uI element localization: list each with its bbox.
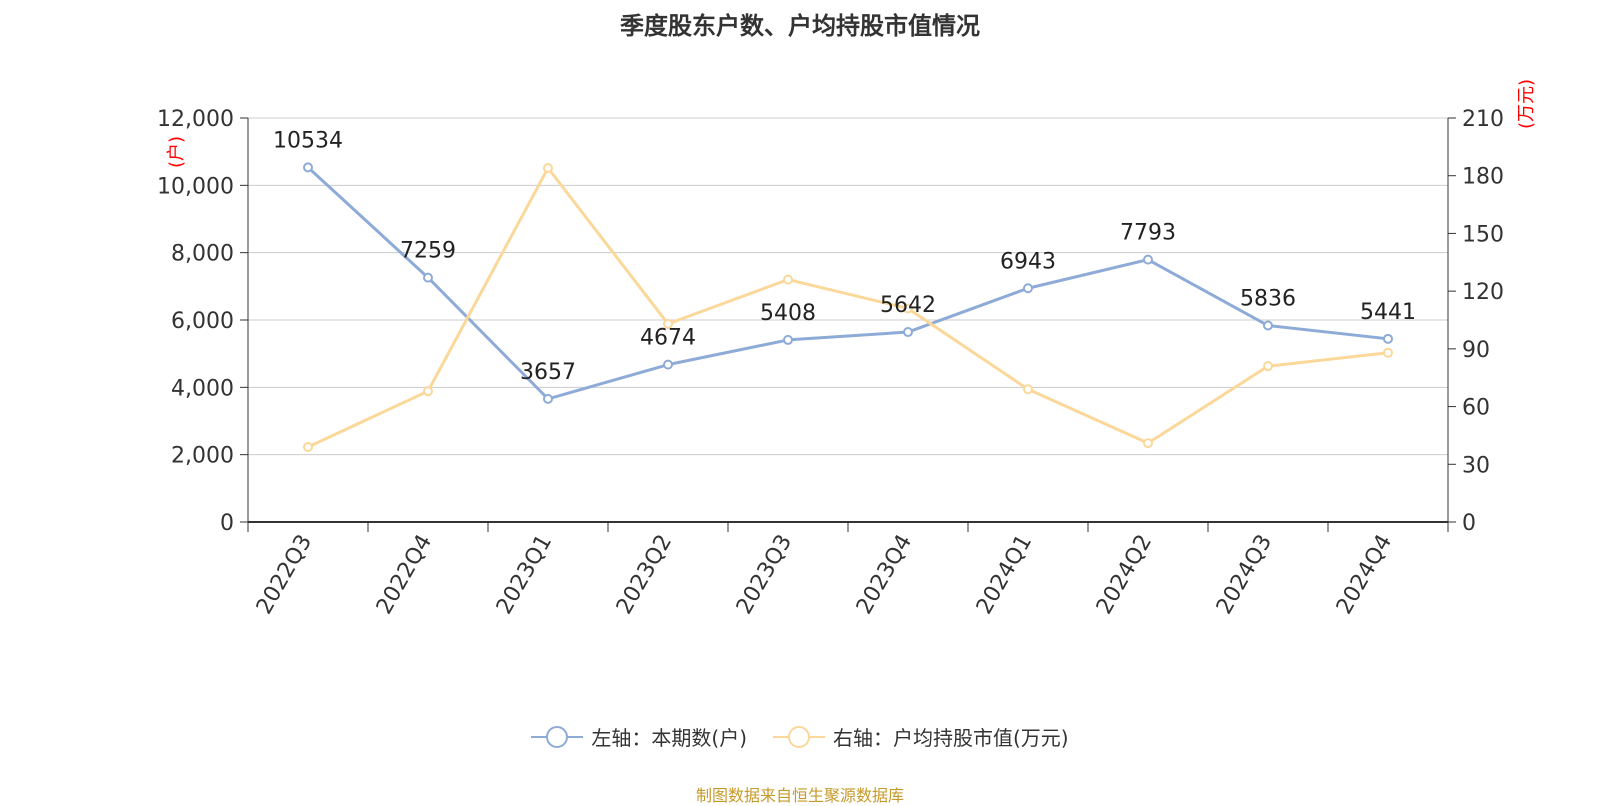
data-label-households: 5441 — [1360, 300, 1416, 325]
data-point-households — [543, 393, 553, 404]
x-axis-tick-label: 2024Q2 — [1092, 531, 1157, 619]
data-point-households — [1143, 254, 1153, 265]
series-line-households — [306, 166, 1389, 401]
data-point-avg-holding — [543, 163, 553, 174]
left-axis-tick-label: 2,000 — [171, 444, 234, 469]
series-line-avg-holding — [307, 166, 1389, 449]
data-point-avg-holding — [1023, 384, 1033, 395]
data-point-avg-holding — [783, 274, 793, 285]
right-axis-unit-label: (万元) — [1516, 79, 1537, 129]
data-label-households: 7793 — [1120, 221, 1176, 246]
data-point-households — [663, 359, 673, 370]
data-label-households: 6943 — [1000, 249, 1056, 274]
data-point-avg-holding — [903, 303, 913, 314]
left-axis-tick-label: 10,000 — [157, 174, 234, 199]
data-point-households — [303, 162, 313, 173]
legend: 左轴：本期数(户) 右轴：户均持股市值(万元) — [0, 722, 1600, 751]
data-label-households: 3657 — [520, 360, 576, 385]
left-axis-tick-label: 12,000 — [157, 107, 234, 132]
right-axis-tick-label: 210 — [1462, 107, 1504, 132]
right-axis-tick-label: 30 — [1462, 453, 1490, 478]
data-point-households — [783, 334, 793, 345]
x-axis-tick-label: 2022Q4 — [372, 531, 437, 619]
legend-line-circle-icon — [773, 725, 825, 748]
legend-item-avg-holding[interactable]: 右轴：户均持股市值(万元) — [773, 722, 1069, 751]
legend-label-households: 左轴：本期数(户) — [591, 726, 747, 750]
left-axis-tick-label: 8,000 — [171, 242, 234, 267]
data-label-households: 10534 — [273, 128, 343, 153]
x-axis-tick-label: 2022Q3 — [252, 531, 317, 619]
data-label-households: 5642 — [880, 293, 936, 318]
legend-line-circle-icon — [531, 725, 584, 748]
right-axis-tick-label: 120 — [1462, 280, 1504, 305]
x-axis-tick-label: 2024Q4 — [1332, 531, 1397, 619]
right-axis-tick-label: 180 — [1462, 165, 1504, 190]
x-axis-tick-label: 2024Q1 — [972, 531, 1037, 619]
x-axis-tick-label: 2023Q1 — [492, 531, 557, 619]
data-point-avg-holding — [1263, 361, 1273, 372]
data-label-households: 7259 — [400, 239, 456, 264]
data-point-households — [1383, 333, 1393, 344]
right-axis-tick-label: 60 — [1462, 396, 1490, 421]
left-axis-unit-label: (户) — [166, 136, 187, 168]
data-point-households — [423, 272, 433, 283]
x-axis-tick-label: 2024Q3 — [1212, 531, 1277, 619]
data-point-households — [903, 327, 913, 338]
data-point-avg-holding — [1383, 347, 1393, 358]
data-label-households: 5836 — [1240, 287, 1296, 312]
data-point-avg-holding — [423, 386, 433, 397]
data-point-avg-holding — [1143, 438, 1153, 449]
x-axis-tick-label: 2023Q2 — [612, 531, 677, 619]
right-axis-tick-label: 0 — [1462, 511, 1476, 536]
data-point-households — [1023, 283, 1033, 294]
legend-item-households[interactable]: 左轴：本期数(户) — [531, 722, 747, 751]
source-note: 制图数据来自恒生聚源数据库 — [695, 786, 904, 805]
x-axis-tick-label: 2023Q3 — [732, 531, 797, 619]
chart-title: 季度股东户数、户均持股市值情况 — [620, 12, 980, 40]
data-point-avg-holding — [663, 318, 673, 329]
left-axis-tick-label: 0 — [220, 511, 234, 536]
left-axis-tick-label: 4,000 — [171, 376, 234, 401]
data-label-households: 5408 — [760, 301, 816, 326]
right-axis-tick-label: 90 — [1462, 338, 1490, 363]
data-point-households — [1263, 320, 1273, 331]
x-axis-tick-label: 2023Q4 — [852, 531, 917, 619]
data-point-avg-holding — [303, 441, 313, 452]
legend-label-avg-holding: 右轴：户均持股市值(万元) — [833, 726, 1069, 750]
data-label-households: 4674 — [640, 326, 696, 351]
left-axis-tick-label: 6,000 — [171, 309, 234, 334]
right-axis-tick-label: 150 — [1462, 222, 1504, 247]
